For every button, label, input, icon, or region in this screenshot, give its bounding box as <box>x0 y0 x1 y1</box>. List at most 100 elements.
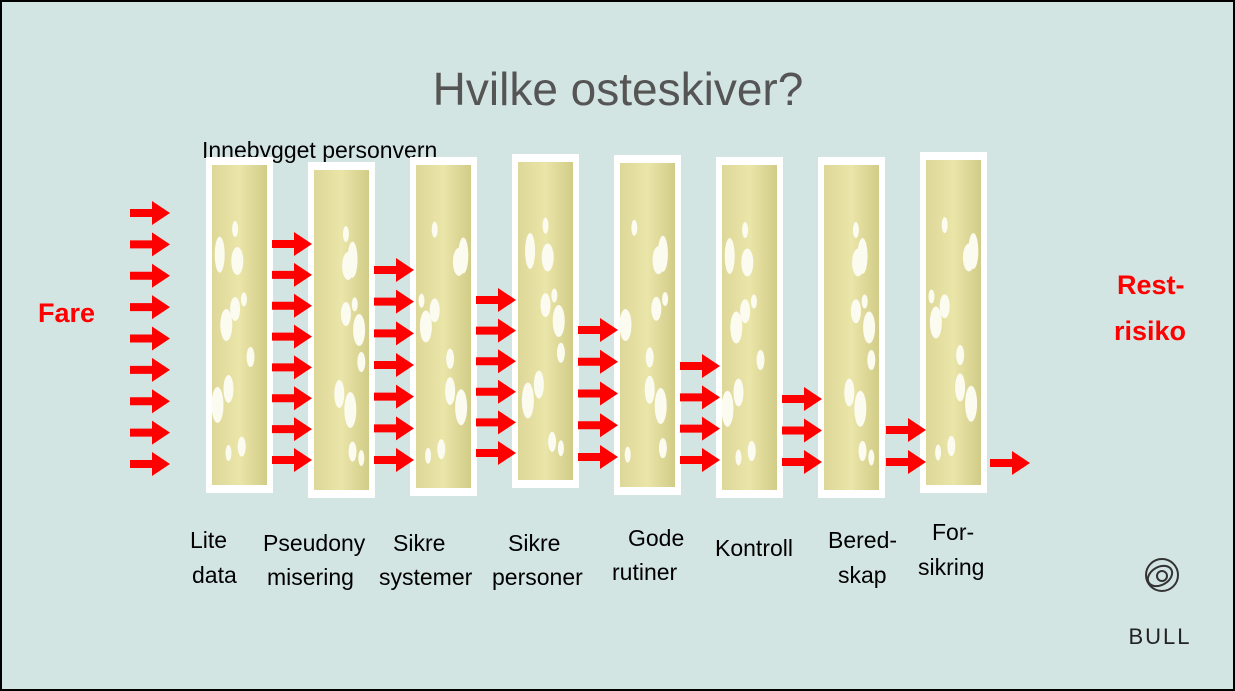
cheese-hole <box>357 352 365 372</box>
cheese-slice <box>920 152 987 493</box>
cheese-hole <box>358 450 364 466</box>
cheese-hole <box>742 222 748 238</box>
cheese-hole <box>553 305 565 337</box>
cheese-hole <box>844 379 854 407</box>
cheese-hole <box>867 350 875 370</box>
cheese-hole <box>334 380 344 408</box>
cheese-hole <box>522 383 534 419</box>
cheese-hole <box>625 447 631 463</box>
cheese-hole <box>241 292 247 306</box>
cheese-hole <box>862 295 868 309</box>
cheese-hole <box>942 217 948 233</box>
layer-label: sikring <box>918 554 984 580</box>
layer-label: data <box>192 562 237 588</box>
cheese-hole <box>525 233 535 269</box>
cheese-hole <box>730 312 742 344</box>
cheese-hole <box>348 242 358 278</box>
cheese-hole <box>534 371 544 399</box>
cheese-hole <box>736 450 742 466</box>
layer-label: Kontroll <box>715 535 793 561</box>
cheese-hole <box>226 445 232 461</box>
layer-label: misering <box>267 564 354 590</box>
cheese-slice <box>206 157 273 493</box>
cheese-hole <box>757 350 765 370</box>
cheese-hole <box>542 243 554 271</box>
cheese-hole <box>341 302 351 326</box>
cheese-hole <box>740 299 750 323</box>
cheese-hole <box>645 376 655 404</box>
cheese-hole <box>956 345 964 365</box>
layer-label: rutiner <box>612 559 678 585</box>
layer-label: Lite <box>190 527 227 553</box>
cheese-hole <box>558 440 564 456</box>
cheese-hole <box>631 220 637 236</box>
cheese-hole <box>658 236 668 272</box>
cheese-hole <box>940 294 950 318</box>
cheese-hole <box>858 238 868 274</box>
cheese-hole <box>620 309 632 341</box>
cheese-slice <box>512 154 579 488</box>
cheese-hole <box>659 438 667 458</box>
cheese-slice <box>410 157 477 496</box>
cheese-hole <box>965 386 977 422</box>
cheese-hole <box>748 441 756 461</box>
cheese-hole <box>353 314 365 346</box>
cheese-hole <box>445 377 455 405</box>
cheese-hole <box>741 249 753 277</box>
cheese-hole <box>968 233 978 269</box>
layer-label: Pseudony <box>263 530 366 556</box>
cheese-hole <box>232 221 238 237</box>
cheese-slice <box>716 157 783 498</box>
cheese-hole <box>349 442 357 462</box>
cheese-hole <box>751 295 757 309</box>
cheese-hole <box>548 432 556 452</box>
slice-body <box>212 165 267 485</box>
cheese-hole <box>541 293 551 317</box>
cheese-hole <box>220 309 232 341</box>
cheese-hole <box>863 312 875 344</box>
cheese-hole <box>230 297 240 321</box>
cheese-hole <box>543 218 549 234</box>
cheese-hole <box>352 297 358 311</box>
cheese-hole <box>854 391 866 427</box>
slice-body <box>722 165 777 490</box>
cheese-hole <box>238 437 246 457</box>
cheese-hole <box>458 237 468 273</box>
cheese-hole <box>853 222 859 238</box>
cheese-hole <box>551 289 557 303</box>
cheese-hole <box>868 450 874 466</box>
cheese-hole <box>247 347 255 367</box>
layer-label: Bered- <box>828 527 897 553</box>
cheese-hole <box>930 307 942 339</box>
cheese-hole <box>935 445 941 461</box>
cheese-hole <box>734 379 744 407</box>
layer-label: For- <box>932 519 974 545</box>
cheese-hole <box>725 238 735 274</box>
cheese-hole <box>722 391 734 427</box>
cheese-hole <box>215 237 225 273</box>
layer-label: Gode <box>628 525 684 551</box>
logo-text: BULL <box>1128 624 1191 649</box>
cheese-hole <box>455 389 467 425</box>
slide: Hvilke osteskiver? Innebygget personvern… <box>0 0 1235 691</box>
cheese-hole <box>432 222 438 238</box>
layer-label: personer <box>492 564 583 590</box>
slice-body <box>518 162 573 480</box>
cheese-hole <box>859 441 867 461</box>
cheese-hole <box>646 347 654 367</box>
cheese-hole <box>419 294 425 308</box>
cheese-hole <box>655 388 667 424</box>
cheese-hole <box>430 298 440 322</box>
cheese-hole <box>947 436 955 456</box>
source-label: Fare <box>38 298 95 328</box>
cheese-slice <box>818 157 885 498</box>
cheese-hole <box>851 299 861 323</box>
cheese-hole <box>344 392 356 428</box>
cheese-hole <box>437 439 445 459</box>
cheese-hole <box>224 375 234 403</box>
cheese-hole <box>231 247 243 275</box>
layer-label: skap <box>838 562 887 588</box>
result-label: Rest- <box>1117 270 1185 300</box>
result-label: risiko <box>1114 316 1186 346</box>
cheese-hole <box>557 343 565 363</box>
